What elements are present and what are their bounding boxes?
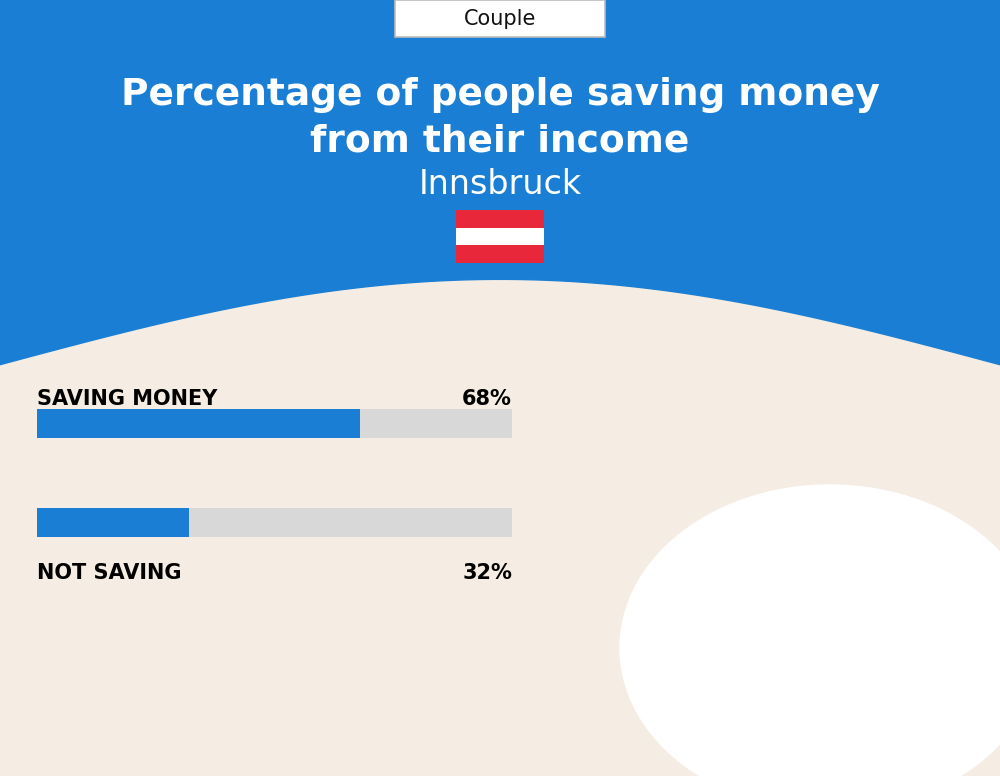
Text: 32%: 32% [462, 563, 512, 583]
FancyBboxPatch shape [395, 0, 605, 37]
Text: Couple: Couple [464, 9, 536, 29]
Circle shape [620, 485, 1000, 776]
Bar [37, 508, 512, 537]
Polygon shape [0, 0, 1000, 365]
Bar [456, 245, 544, 263]
Text: from their income: from their income [310, 123, 690, 159]
Text: SAVING MONEY: SAVING MONEY [37, 389, 217, 409]
Bar [456, 210, 544, 228]
Text: Innsbruck: Innsbruck [418, 168, 582, 201]
Bar [37, 508, 189, 537]
Text: NOT SAVING: NOT SAVING [37, 563, 182, 583]
Text: 68%: 68% [462, 389, 512, 409]
Bar [456, 228, 544, 245]
Bar [37, 409, 360, 438]
Bar [37, 409, 512, 438]
Text: Percentage of people saving money: Percentage of people saving money [121, 77, 879, 113]
